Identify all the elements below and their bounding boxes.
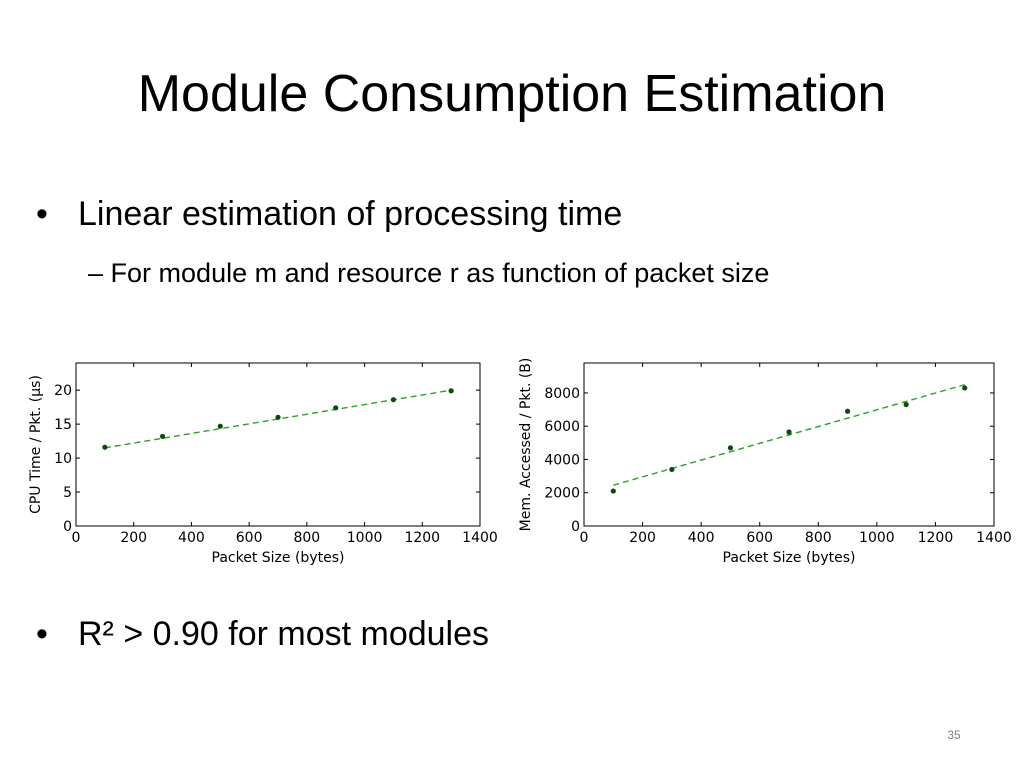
- bullet-text: Linear estimation of processing time: [78, 195, 623, 233]
- sub-bullet-marker: –: [88, 258, 104, 288]
- y-tick-label: 8000: [544, 386, 580, 402]
- x-tick-label: 1400: [976, 530, 1012, 546]
- x-tick-label: 1200: [918, 530, 954, 546]
- y-tick-label: 15: [54, 417, 72, 433]
- sub-bullet-module-resource: – For module m and resource r as functio…: [88, 255, 769, 291]
- y-tick-label: 4000: [544, 452, 580, 468]
- x-tick-label: 600: [236, 530, 263, 546]
- data-point: [102, 444, 108, 450]
- data-point: [448, 388, 454, 394]
- x-tick-label: 0: [580, 530, 589, 546]
- y-tick-label: 10: [54, 451, 72, 467]
- x-tick-label: 1000: [347, 530, 383, 546]
- y-tick-label: 0: [571, 519, 580, 535]
- x-tick-label: 1200: [404, 530, 440, 546]
- x-tick-label: 400: [178, 530, 205, 546]
- x-tick-label: 400: [688, 530, 715, 546]
- bullet-marker: •: [36, 615, 48, 653]
- y-tick-label: 6000: [544, 419, 580, 435]
- cpu-time-chart: 0 200 400 600 800 1000 1200 1400 0 5 10 15 20 Packet …: [28, 362, 498, 566]
- data-point: [962, 385, 968, 391]
- data-point: [390, 397, 397, 403]
- x-tick-label: 0: [72, 530, 81, 546]
- plot-frame: [583, 362, 995, 527]
- memory-accessed-chart: 0 200 400 600 800 1000 1200 1400 0 2000 4000 6000 80…: [518, 358, 1012, 566]
- x-tick-label: 800: [805, 530, 832, 546]
- x-tick-label: 800: [293, 530, 320, 546]
- x-axis-label: Packet Size (bytes): [212, 550, 345, 566]
- data-point: [844, 408, 851, 414]
- x-axis-label: Packet Size (bytes): [723, 550, 856, 566]
- data-point: [610, 488, 616, 494]
- data-point: [275, 414, 281, 420]
- y-tick-label: 5: [63, 485, 72, 501]
- data-point: [669, 466, 675, 473]
- data-point: [333, 405, 339, 411]
- data-point: [159, 433, 166, 439]
- x-tick-label: 600: [746, 530, 773, 546]
- x-tick-label: 200: [120, 530, 147, 546]
- x-tick-label: 1400: [462, 530, 498, 546]
- data-point: [786, 429, 792, 435]
- plot-frame: [75, 362, 481, 527]
- sub-bullet-text: For module m and resource r as function …: [110, 258, 770, 288]
- y-tick-label: 2000: [544, 486, 580, 502]
- bullet-text: R² > 0.90 for most modules: [78, 615, 490, 653]
- x-tick-label: 200: [629, 530, 656, 546]
- y-tick-label: 0: [63, 519, 72, 535]
- y-axis-label: Mem. Accessed / Pkt. (B): [518, 358, 534, 532]
- page-number: 35: [947, 728, 961, 742]
- x-tick-label: 1000: [859, 530, 895, 546]
- fit-line: [613, 383, 965, 486]
- data-point: [217, 423, 223, 429]
- y-axis-label: CPU Time / Pkt. (μs): [28, 375, 44, 514]
- bullet-marker: •: [36, 195, 48, 233]
- y-tick-label: 20: [54, 383, 72, 399]
- data-point: [727, 445, 734, 451]
- data-point: [903, 401, 909, 408]
- slide-title: Module Consumption Estimation: [137, 65, 887, 123]
